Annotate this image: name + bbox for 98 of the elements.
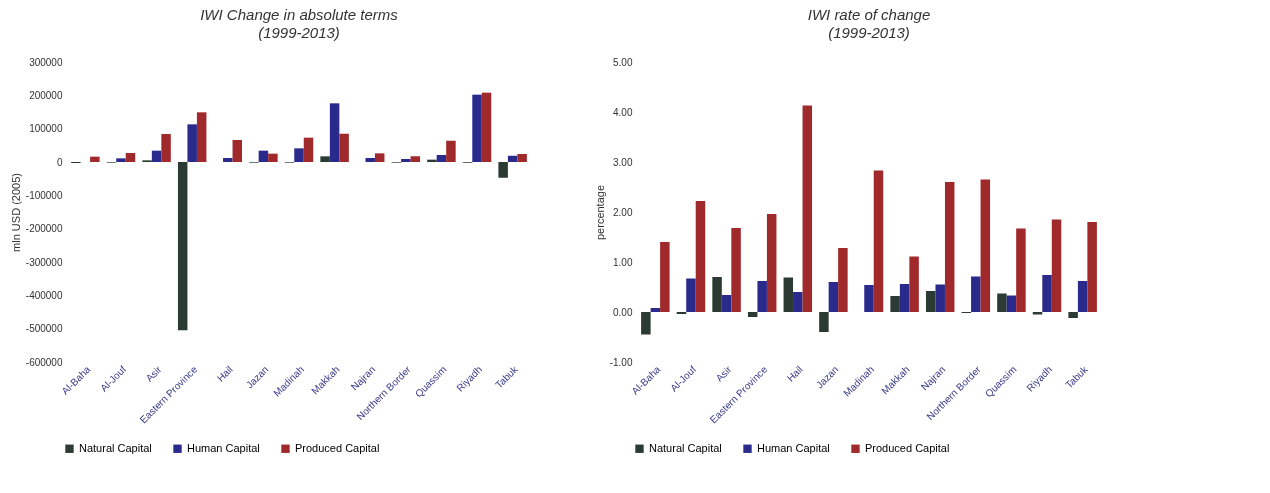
bar <box>1051 219 1062 312</box>
bar <box>498 162 508 178</box>
bar <box>838 248 848 312</box>
bar <box>783 277 794 312</box>
bar <box>472 94 482 162</box>
chart-title: IWI Change in absolute terms <box>200 6 399 23</box>
bar <box>819 312 829 332</box>
bar <box>125 153 136 162</box>
bar <box>721 295 732 312</box>
chart-subtitle: (1999-2013) <box>258 24 340 41</box>
bar <box>507 155 518 162</box>
bar <box>1016 228 1026 312</box>
y-tick-label: -100000 <box>25 189 63 201</box>
legend-label: Human Capital <box>187 441 260 454</box>
bar <box>116 158 126 162</box>
y-tick-label: 0.00 <box>613 306 633 318</box>
bar <box>641 312 651 335</box>
y-axis-title: percentage <box>593 184 606 241</box>
bar <box>196 112 207 162</box>
bar <box>223 158 233 162</box>
bar <box>329 103 340 162</box>
bar <box>90 156 100 162</box>
bar <box>935 284 945 312</box>
y-tick-label: -500000 <box>25 323 63 335</box>
bar <box>446 140 456 162</box>
bar <box>650 308 661 312</box>
bar <box>436 155 447 162</box>
bar <box>1006 295 1017 312</box>
bar <box>944 182 955 312</box>
y-tick-label: -200000 <box>25 223 63 235</box>
bar <box>802 105 813 312</box>
bar <box>766 214 777 312</box>
bar <box>1087 222 1097 312</box>
bar <box>1032 312 1043 315</box>
x-tick-label: Asir <box>143 363 165 384</box>
bar <box>899 284 910 312</box>
y-tick-label: 3.00 <box>613 156 633 168</box>
y-tick-label: -400000 <box>25 289 63 301</box>
legend-label: Natural Capital <box>649 441 722 454</box>
bar <box>864 285 874 312</box>
bar <box>686 278 696 312</box>
bar <box>258 150 269 162</box>
legend-label: Produced Capital <box>865 441 950 454</box>
bar <box>481 92 492 162</box>
y-tick-label: 1.00 <box>613 256 633 268</box>
chart-title: IWI rate of change <box>807 6 931 23</box>
bar <box>161 134 171 162</box>
bar <box>980 179 991 312</box>
bar <box>303 137 314 162</box>
bar <box>401 159 411 162</box>
bar <box>695 201 706 312</box>
bar <box>997 293 1007 312</box>
bar <box>1068 312 1078 318</box>
bar <box>294 148 304 162</box>
bar <box>320 156 330 162</box>
y-tick-label: -300000 <box>25 256 63 268</box>
y-tick-label: 300000 <box>29 56 63 68</box>
y-tick-label: 100000 <box>29 123 63 135</box>
bar <box>731 228 741 312</box>
bar <box>747 312 758 317</box>
x-tick-label: Hail <box>784 363 805 384</box>
bar <box>374 153 385 162</box>
bar <box>268 153 278 162</box>
y-tick-label: 200000 <box>29 89 63 101</box>
x-tick-label: Asir <box>713 363 735 384</box>
y-tick-label: 5.00 <box>613 56 633 68</box>
bar <box>828 282 839 312</box>
bar <box>1042 275 1052 312</box>
bar <box>873 170 884 312</box>
legend-label: Produced Capital <box>295 441 380 454</box>
bar <box>232 140 243 162</box>
bar <box>339 133 349 162</box>
y-tick-label: 2.00 <box>613 206 633 218</box>
x-tick-label: Hail <box>214 363 235 384</box>
y-axis-title: mln USD (2005) <box>9 173 22 252</box>
legend-label: Natural Capital <box>79 441 152 454</box>
bar <box>712 277 722 312</box>
bar <box>187 124 197 162</box>
chart-subtitle: (1999-2013) <box>828 24 910 41</box>
bar <box>410 156 421 162</box>
bar <box>427 159 437 162</box>
bar <box>517 154 527 162</box>
y-tick-label: 0 <box>56 156 63 168</box>
bar <box>925 291 936 312</box>
y-tick-label: 4.00 <box>613 106 633 118</box>
bar <box>909 256 919 312</box>
bar <box>890 296 900 312</box>
bar <box>660 242 670 312</box>
bar <box>151 150 162 162</box>
bar <box>365 158 375 162</box>
y-tick-label: -1.00 <box>609 356 633 368</box>
bar <box>757 281 767 312</box>
y-tick-label: -600000 <box>25 356 63 368</box>
bar <box>793 292 803 312</box>
bar <box>971 276 981 312</box>
legend-label: Human Capital <box>757 441 830 454</box>
bar <box>1077 281 1088 312</box>
bar <box>177 162 188 331</box>
